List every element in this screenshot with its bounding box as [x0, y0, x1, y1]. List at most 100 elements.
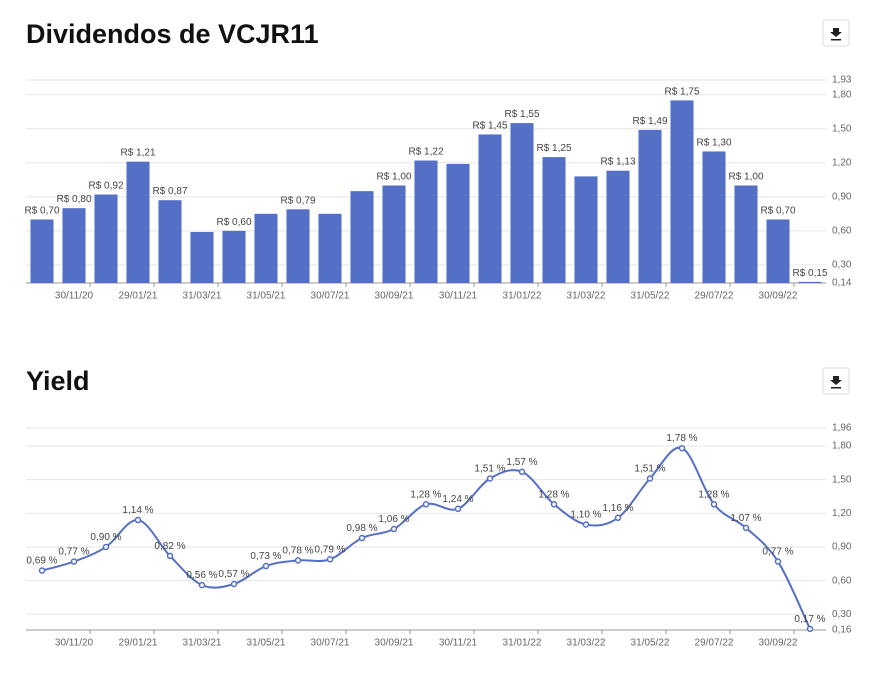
value-label: R$ 0,79: [280, 195, 315, 206]
point: [134, 516, 142, 524]
point: [422, 501, 430, 508]
value-label: R$ 0,80: [56, 194, 91, 205]
value-label: 1,57 %: [506, 457, 537, 468]
y-tick-label: 1,50: [832, 123, 852, 134]
value-label: 0,77 %: [58, 547, 89, 558]
value-label: R$ 1,00: [376, 171, 411, 182]
point: [390, 525, 398, 533]
y-tick-label: 0,30: [832, 259, 852, 270]
download-icon[interactable]: [830, 376, 842, 389]
value-label: R$ 1,55: [504, 109, 539, 120]
point: [294, 557, 302, 564]
x-tick-label: 31/03/21: [183, 291, 222, 302]
download-button[interactable]: [822, 367, 850, 395]
chart-title: Yield: [26, 366, 90, 396]
x-tick-label: 30/11/21: [439, 291, 478, 302]
x-tick-label: 30/09/22: [759, 291, 798, 302]
point: [358, 534, 366, 542]
value-label: R$ 0,70: [24, 205, 59, 216]
value-label: 1,10 %: [570, 510, 601, 521]
download-button[interactable]: [822, 19, 850, 47]
bar: [542, 157, 566, 283]
value-label: R$ 1,25: [536, 143, 571, 154]
x-tick-label: 31/05/21: [247, 291, 286, 302]
y-tick-label: 0,14: [832, 278, 852, 289]
value-label: R$ 1,00: [728, 171, 763, 182]
value-label: 0,73 %: [250, 551, 281, 562]
bar: [254, 213, 278, 283]
bar: [158, 200, 182, 283]
x-tick-label: 31/05/22: [631, 291, 670, 302]
x-tick-label: 31/05/22: [631, 638, 670, 649]
value-label: R$ 1,30: [696, 137, 731, 148]
x-tick-label: 30/07/21: [311, 638, 350, 649]
point: [454, 505, 462, 513]
point: [198, 581, 206, 589]
value-label: 0,69 %: [26, 556, 57, 567]
point: [518, 468, 526, 476]
value-label: R$ 0,15: [792, 268, 827, 279]
x-tick-label: 30/11/21: [439, 638, 478, 649]
y-tick-label: 0,90: [832, 542, 852, 553]
y-tick-label: 1,20: [832, 157, 852, 168]
value-label: 1,28 %: [538, 489, 569, 500]
value-label: 1,51 %: [474, 464, 505, 475]
value-label: 1,06 %: [378, 514, 409, 525]
value-label: R$ 1,75: [664, 86, 699, 97]
bar: [350, 191, 374, 283]
point: [646, 475, 654, 482]
point: [806, 625, 814, 633]
bar: [574, 176, 598, 283]
point: [38, 567, 46, 574]
value-label: 0,79 %: [314, 544, 345, 555]
bar: [318, 213, 342, 283]
bar: [798, 281, 822, 283]
point: [486, 475, 494, 482]
y-tick-label: 1,96: [832, 423, 852, 434]
point: [774, 558, 782, 565]
bar: [30, 219, 54, 283]
bar: [702, 151, 726, 283]
point: [230, 580, 238, 588]
bar: [446, 163, 470, 283]
point: [678, 444, 686, 452]
bar: [62, 208, 86, 283]
y-tick-label: 1,93: [832, 75, 852, 86]
x-tick-label: 31/01/22: [503, 291, 542, 302]
point: [710, 501, 718, 508]
value-label: 0,82 %: [154, 541, 185, 552]
bar: [382, 185, 406, 283]
value-label: 1,14 %: [122, 505, 153, 516]
bar: [638, 129, 662, 283]
value-label: R$ 0,87: [152, 186, 187, 197]
bar: [478, 134, 502, 283]
y-tick-label: 1,80: [832, 89, 852, 100]
download-icon[interactable]: [830, 28, 842, 41]
y-tick-label: 1,80: [832, 441, 852, 452]
point: [582, 521, 590, 528]
x-tick-label: 30/07/21: [311, 291, 350, 302]
bar: [94, 194, 118, 283]
bar: [670, 100, 694, 283]
point: [326, 556, 334, 563]
x-tick-label: 31/03/22: [567, 638, 606, 649]
bar: [766, 219, 790, 283]
line: [41, 446, 811, 630]
value-label: R$ 0,70: [760, 205, 795, 216]
value-label: 0,57 %: [218, 569, 249, 580]
y-tick-label: 1,50: [832, 474, 852, 485]
x-tick-label: 30/11/20: [55, 291, 94, 302]
point: [550, 501, 558, 508]
point: [70, 558, 78, 565]
value-label: R$ 1,13: [600, 157, 635, 168]
x-tick-label: 30/09/21: [375, 291, 414, 302]
value-label: 1,16 %: [602, 503, 633, 514]
value-label: R$ 1,45: [472, 120, 507, 131]
value-label: 0,17 %: [794, 614, 825, 625]
point: [102, 543, 110, 551]
value-label: 0,90 %: [90, 532, 121, 543]
bar: [606, 170, 630, 283]
value-label: R$ 1,21: [120, 148, 155, 159]
value-label: R$ 0,60: [216, 217, 251, 228]
x-tick-label: 31/01/22: [503, 638, 542, 649]
